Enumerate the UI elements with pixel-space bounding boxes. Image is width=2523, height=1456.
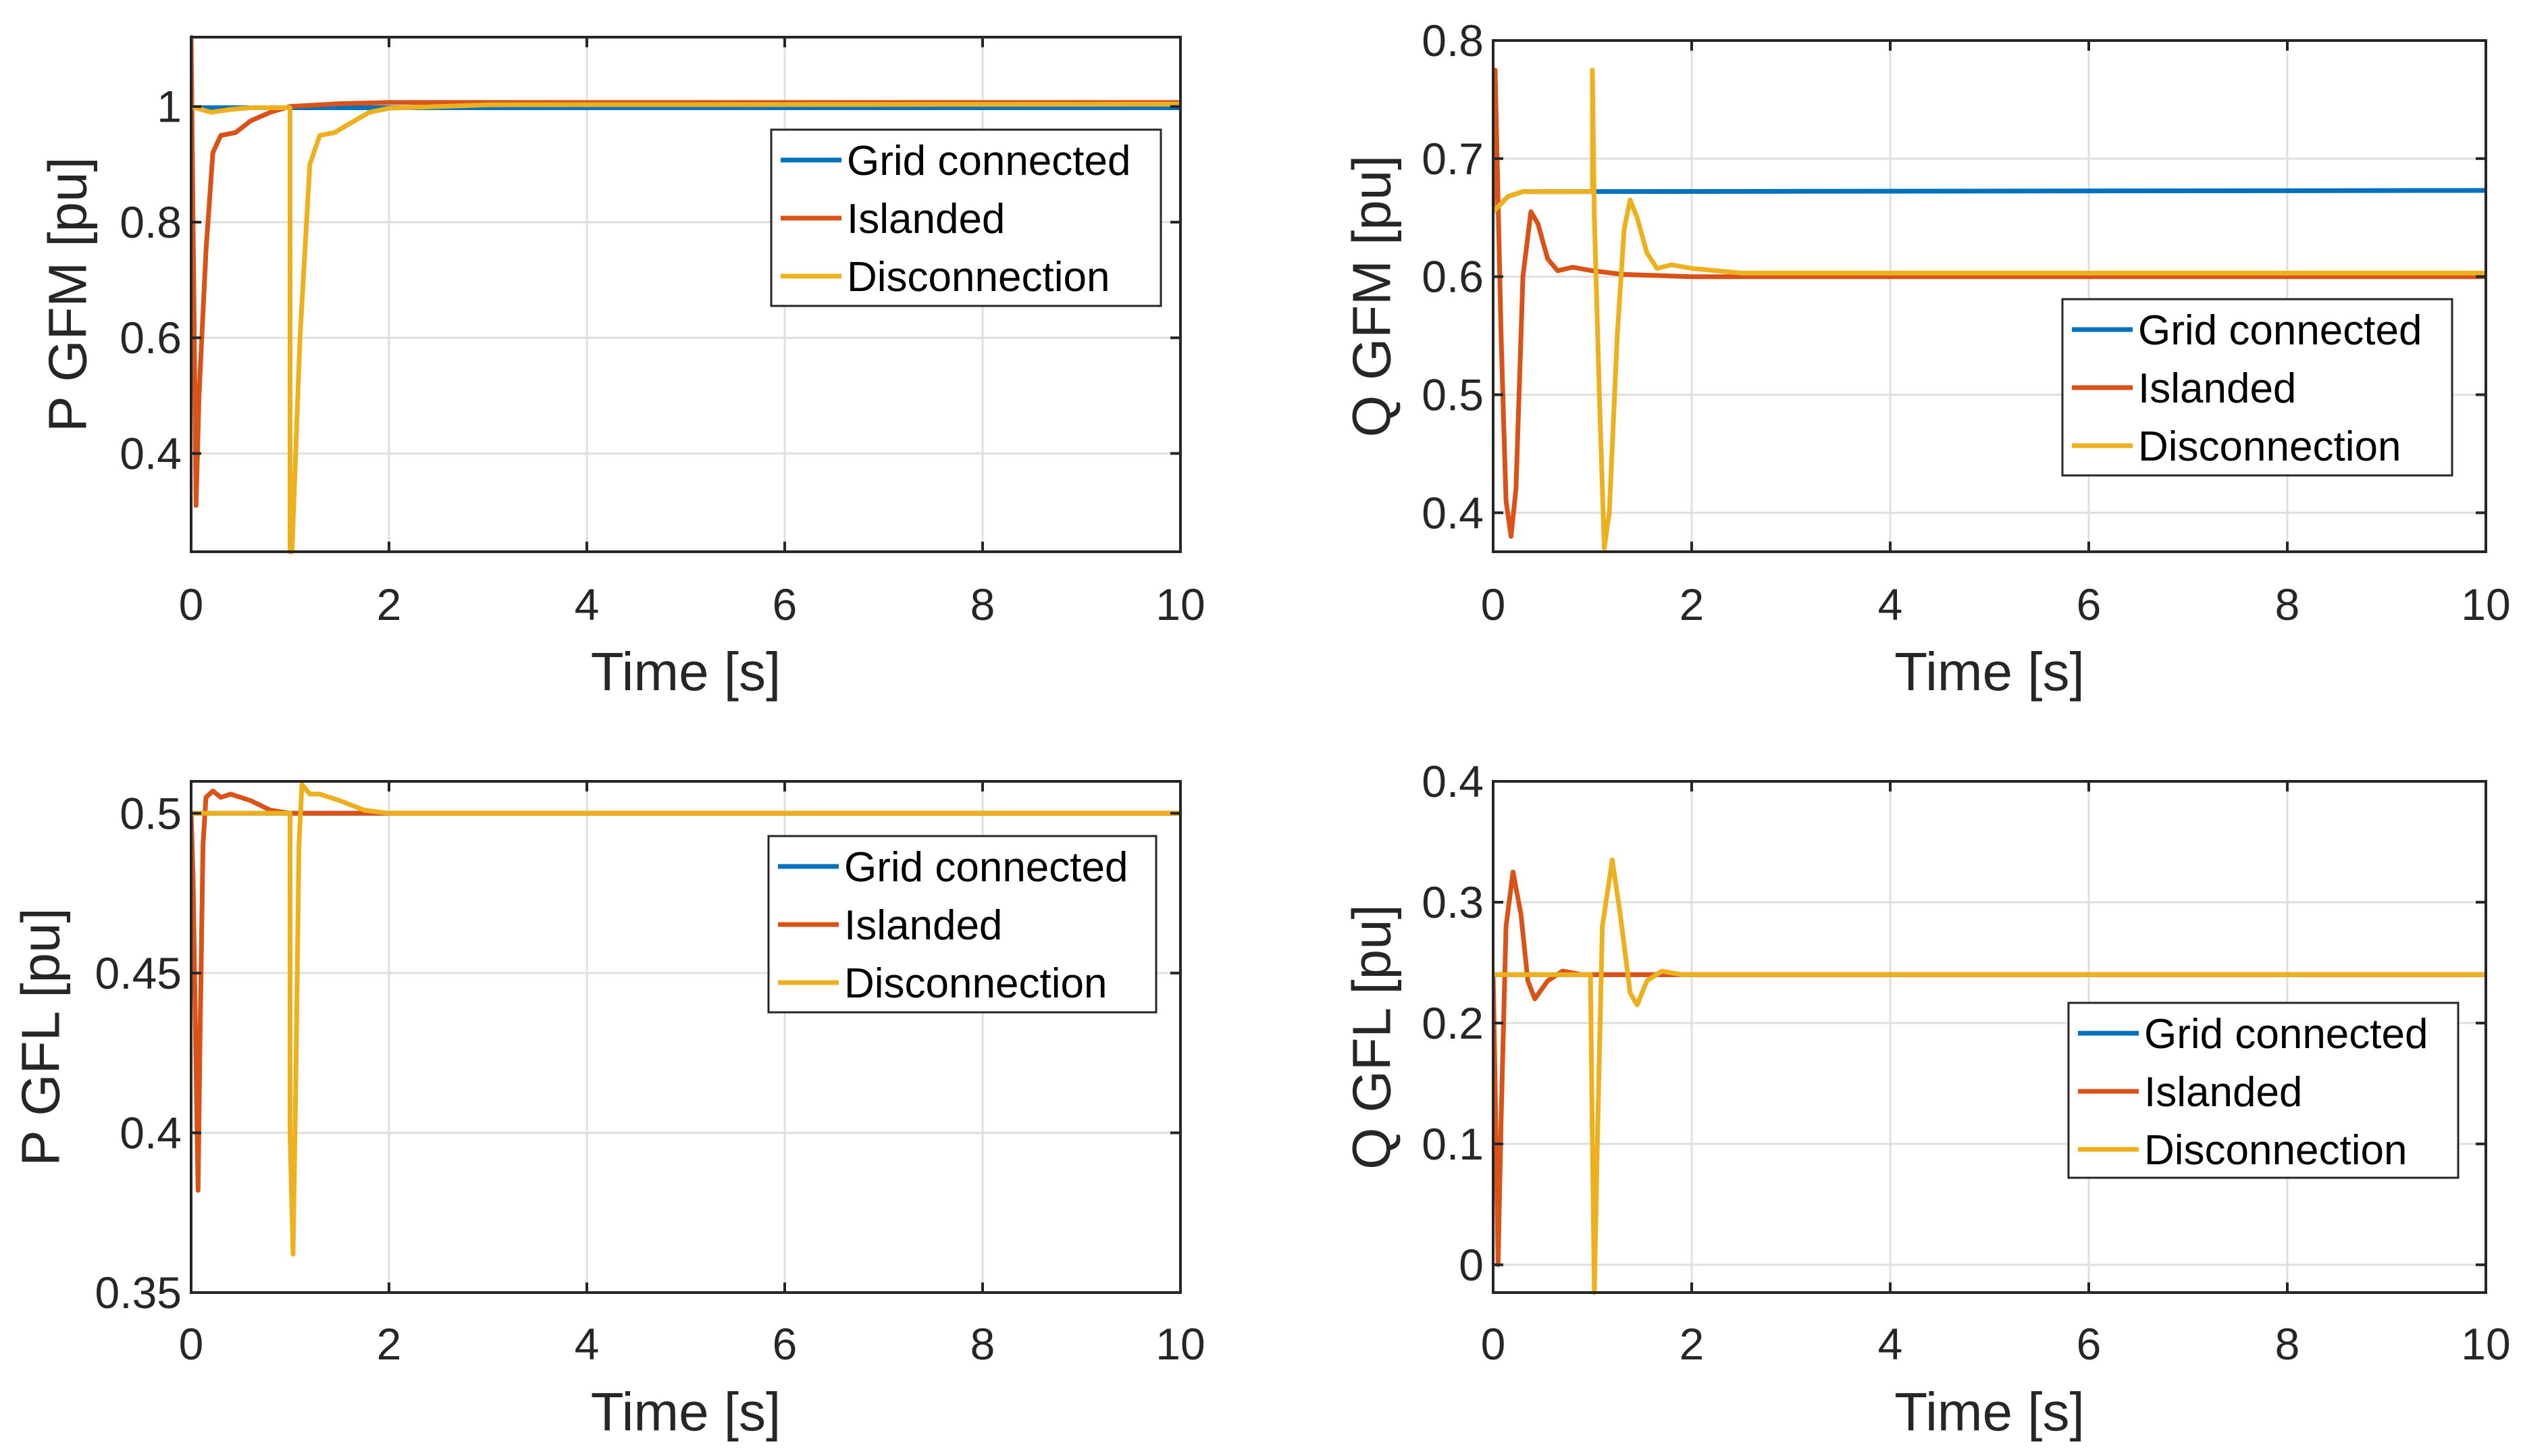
y-tick-label: 0.2 (1422, 998, 1484, 1048)
legend: Grid connected Islanded Disconnection (767, 835, 1158, 1014)
y-tick-label: 0.6 (120, 313, 182, 363)
x-tick-label: 0 (1481, 579, 1506, 629)
legend-entry: Grid connected (847, 138, 1130, 184)
x-tick-label: 8 (970, 579, 995, 629)
y-tick-label: 0.8 (120, 197, 182, 247)
y-tick-label: 0.4 (1422, 756, 1484, 806)
x-tick-label: 6 (2077, 1319, 2102, 1369)
axes-box (190, 780, 1182, 1294)
y-tick-label: 0.4 (120, 428, 182, 478)
legend-entry: Disconnection (844, 960, 1107, 1007)
x-tick-label: 10 (1155, 579, 1205, 629)
x-tick-label: 0 (1481, 1319, 1506, 1369)
series-line-disconnection (191, 782, 1180, 1257)
legend-entry: Islanded (2144, 1069, 2302, 1116)
x-tick-label: 4 (575, 579, 600, 629)
y-tick-label: 0.4 (1422, 488, 1484, 538)
series-line-disconnection (1493, 68, 2486, 551)
y-tick-label: 0.6 (1422, 252, 1484, 302)
legend: Grid connected Islanded Disconnection (2061, 298, 2453, 477)
series-line-disconnection (1493, 857, 2486, 1295)
x-tick-label: 10 (2461, 1319, 2510, 1369)
x-tick-label: 2 (1680, 1319, 1705, 1369)
legend-entry: Disconnection (2138, 423, 2401, 470)
y-axis-label: Q GFL [pu] (1342, 904, 1402, 1170)
x-tick-label: 2 (1680, 579, 1705, 629)
y-tick-label: 0.35 (95, 1268, 182, 1318)
series-line-islanded (191, 34, 1180, 508)
x-tick-label: 4 (1878, 579, 1903, 629)
y-tick-label: 0.5 (120, 788, 182, 838)
series-line-islanded (191, 788, 1180, 1193)
subplot-4: 0 2 4 6 8 10 0 0.1 0.2 0.3 0.4 Time [s] Q GFL [pu] Gr… (1342, 756, 2511, 1442)
legend-entry: Grid connected (844, 844, 1128, 891)
x-tick-label: 6 (2077, 579, 2102, 629)
x-tick-label: 10 (1155, 1319, 1205, 1369)
axes-box (1492, 39, 2487, 553)
axes-box (1492, 780, 2487, 1294)
y-tick-label: 0.7 (1422, 134, 1484, 184)
x-tick-label: 0 (179, 1319, 204, 1369)
x-tick-label: 6 (773, 579, 798, 629)
y-tick-label: 0 (1459, 1240, 1484, 1290)
x-tick-label: 8 (2275, 1319, 2300, 1369)
x-tick-label: 2 (377, 579, 402, 629)
x-tick-label: 8 (2275, 579, 2300, 629)
x-axis-label: Time [s] (1894, 1382, 2084, 1442)
x-axis-label: Time [s] (591, 642, 781, 702)
legend: Grid connected Islanded Disconnection (770, 128, 1162, 307)
x-tick-label: 10 (2461, 579, 2510, 629)
y-tick-label: 0.3 (1422, 877, 1484, 927)
legend-entry: Islanded (2138, 365, 2296, 412)
legend-entry: Islanded (844, 902, 1002, 949)
y-axis-label: P GFL [pu] (11, 908, 71, 1166)
series-line-disconnection (191, 101, 1180, 554)
x-tick-label: 4 (1878, 1319, 1903, 1369)
subplot-1: 0 2 4 6 8 10 0.4 0.6 0.8 1 Time [s] P GFM [pu] Grid … (38, 34, 1205, 702)
y-tick-label: 0.1 (1422, 1119, 1484, 1169)
x-axis-label: Time [s] (1894, 642, 2084, 702)
legend: Grid connected Islanded Disconnection (2067, 1002, 2460, 1179)
x-axis-label: Time [s] (591, 1382, 781, 1442)
x-tick-label: 8 (970, 1319, 995, 1369)
y-axis-label: P GFM [pu] (38, 157, 98, 432)
y-tick-label: 1 (157, 82, 182, 132)
legend-entry: Disconnection (847, 254, 1110, 301)
x-tick-label: 6 (773, 1319, 798, 1369)
x-tick-label: 4 (575, 1319, 600, 1369)
y-tick-label: 0.45 (95, 948, 182, 998)
y-tick-label: 0.5 (1422, 369, 1484, 419)
legend-entry: Grid connected (2144, 1011, 2428, 1058)
legend-entry: Disconnection (2144, 1127, 2407, 1174)
subplot-2: 0 2 4 6 8 10 0.4 0.5 0.6 0.7 0.8 Time [s] Q GFM [pu]… (1342, 16, 2511, 702)
axes-box (190, 36, 1182, 553)
x-tick-label: 2 (377, 1319, 402, 1369)
subplot-3: 0 2 4 6 8 10 0.35 0.4 0.45 0.5 Time [s] P GFL [pu] G… (11, 780, 1205, 1442)
legend-entry: Grid connected (2138, 307, 2422, 354)
y-tick-label: 0.4 (120, 1108, 182, 1158)
x-tick-label: 0 (179, 579, 204, 629)
legend-entry: Islanded (847, 196, 1005, 242)
y-tick-label: 0.8 (1422, 16, 1484, 66)
y-axis-label: Q GFM [pu] (1342, 155, 1402, 438)
